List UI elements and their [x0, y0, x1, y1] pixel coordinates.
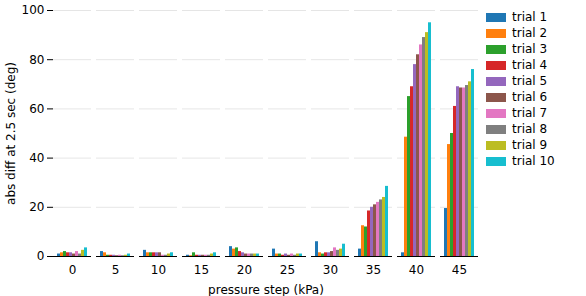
html-text:trial 2: trial 2	[512, 26, 548, 40]
svg-text:15: 15	[194, 263, 209, 277]
svg-text:0: 0	[69, 263, 77, 277]
html-text:trial 5: trial 5	[512, 74, 548, 88]
html-text:trial 10: trial 10	[512, 154, 555, 168]
svg-text:25: 25	[280, 263, 295, 277]
html-text:trial 4: trial 4	[512, 58, 548, 72]
svg-text:40: 40	[29, 151, 44, 165]
svg-text:abs diff at 2.5 sec (deg): abs diff at 2.5 sec (deg)	[4, 62, 18, 205]
html-text:trial 6: trial 6	[512, 90, 548, 104]
html-text:trial 3: trial 3	[512, 42, 548, 56]
html-text:trial 7: trial 7	[512, 106, 548, 120]
svg-text:100: 100	[22, 3, 45, 17]
svg-text:45: 45	[452, 263, 467, 277]
svg-text:5: 5	[112, 263, 120, 277]
svg-text:20: 20	[237, 263, 252, 277]
html-text:trial 8: trial 8	[512, 122, 548, 136]
svg-text:0: 0	[37, 249, 45, 263]
svg-text:20: 20	[29, 200, 44, 214]
svg-text:10: 10	[151, 263, 166, 277]
svg-text:40: 40	[409, 263, 424, 277]
svg-text:pressure step (kPa): pressure step (kPa)	[208, 283, 324, 296]
svg-text:35: 35	[366, 263, 381, 277]
svg-text:30: 30	[323, 263, 338, 277]
svg-text:60: 60	[29, 102, 44, 116]
html-text:trial 9: trial 9	[512, 138, 548, 152]
svg-text:80: 80	[29, 53, 44, 67]
html-text:trial 1: trial 1	[512, 10, 548, 24]
